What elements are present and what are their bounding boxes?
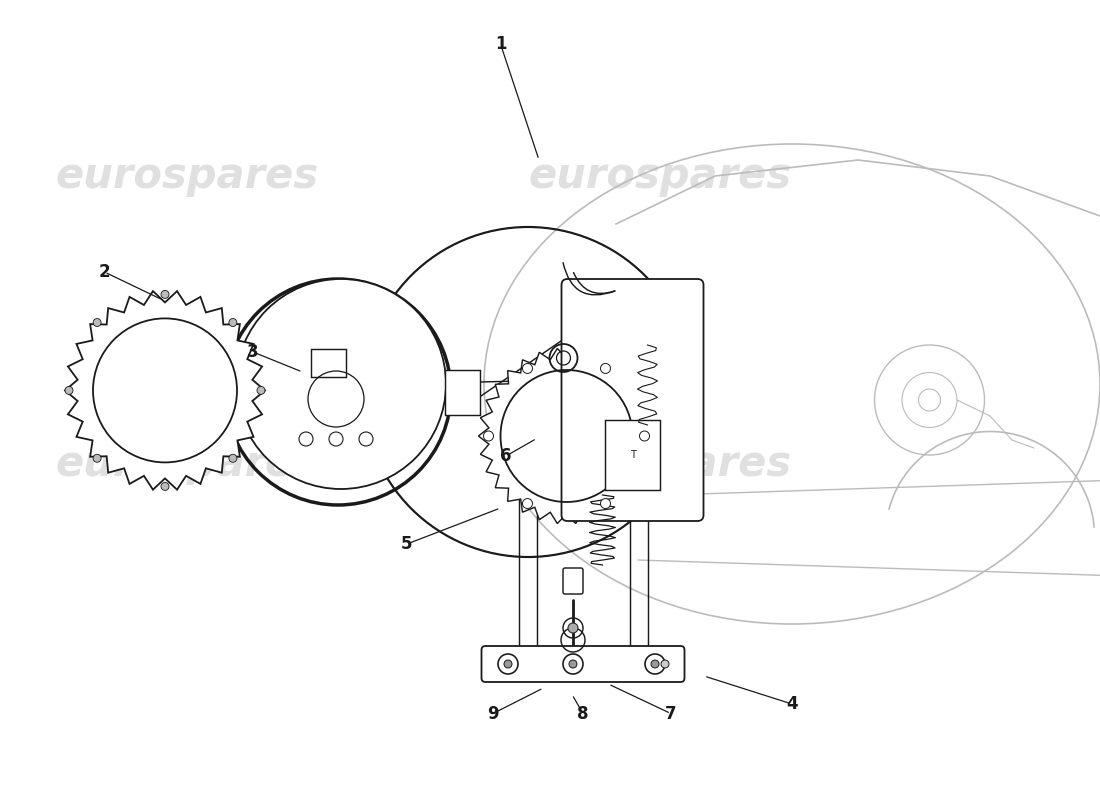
FancyBboxPatch shape: [563, 568, 583, 594]
Bar: [605, 420, 660, 490]
Circle shape: [65, 386, 73, 394]
Circle shape: [498, 654, 518, 674]
Text: 2: 2: [99, 263, 110, 281]
Circle shape: [601, 498, 610, 509]
Circle shape: [94, 454, 101, 462]
Text: eurospares: eurospares: [528, 155, 792, 197]
Circle shape: [257, 386, 265, 394]
Text: 3: 3: [248, 343, 258, 361]
Text: 7: 7: [666, 705, 676, 722]
Text: 6: 6: [500, 447, 512, 465]
Circle shape: [299, 432, 314, 446]
Circle shape: [161, 290, 169, 298]
Circle shape: [522, 498, 532, 509]
Circle shape: [661, 660, 669, 668]
Circle shape: [504, 660, 512, 668]
Circle shape: [229, 318, 236, 326]
Bar: [311, 349, 346, 377]
Bar: [444, 370, 480, 414]
Text: 4: 4: [786, 695, 798, 713]
Circle shape: [651, 660, 659, 668]
Text: eurospares: eurospares: [55, 443, 319, 485]
Text: T: T: [629, 450, 636, 460]
Circle shape: [484, 431, 494, 441]
Circle shape: [161, 482, 169, 490]
Circle shape: [229, 454, 236, 462]
Text: 8: 8: [578, 705, 588, 722]
Circle shape: [359, 432, 373, 446]
Circle shape: [522, 363, 532, 374]
Polygon shape: [65, 291, 265, 490]
Text: 5: 5: [402, 535, 412, 553]
Circle shape: [639, 431, 649, 441]
Circle shape: [645, 654, 665, 674]
Circle shape: [569, 660, 578, 668]
Text: 1: 1: [495, 35, 506, 53]
Polygon shape: [478, 349, 654, 523]
FancyBboxPatch shape: [482, 646, 684, 682]
FancyBboxPatch shape: [561, 279, 704, 521]
Circle shape: [563, 654, 583, 674]
Circle shape: [601, 363, 610, 374]
Polygon shape: [188, 364, 248, 414]
Circle shape: [236, 279, 446, 489]
Circle shape: [329, 432, 343, 446]
Text: eurospares: eurospares: [528, 443, 792, 485]
Circle shape: [568, 623, 578, 633]
Circle shape: [94, 318, 101, 326]
Text: 9: 9: [487, 705, 498, 722]
Text: eurospares: eurospares: [55, 155, 319, 197]
